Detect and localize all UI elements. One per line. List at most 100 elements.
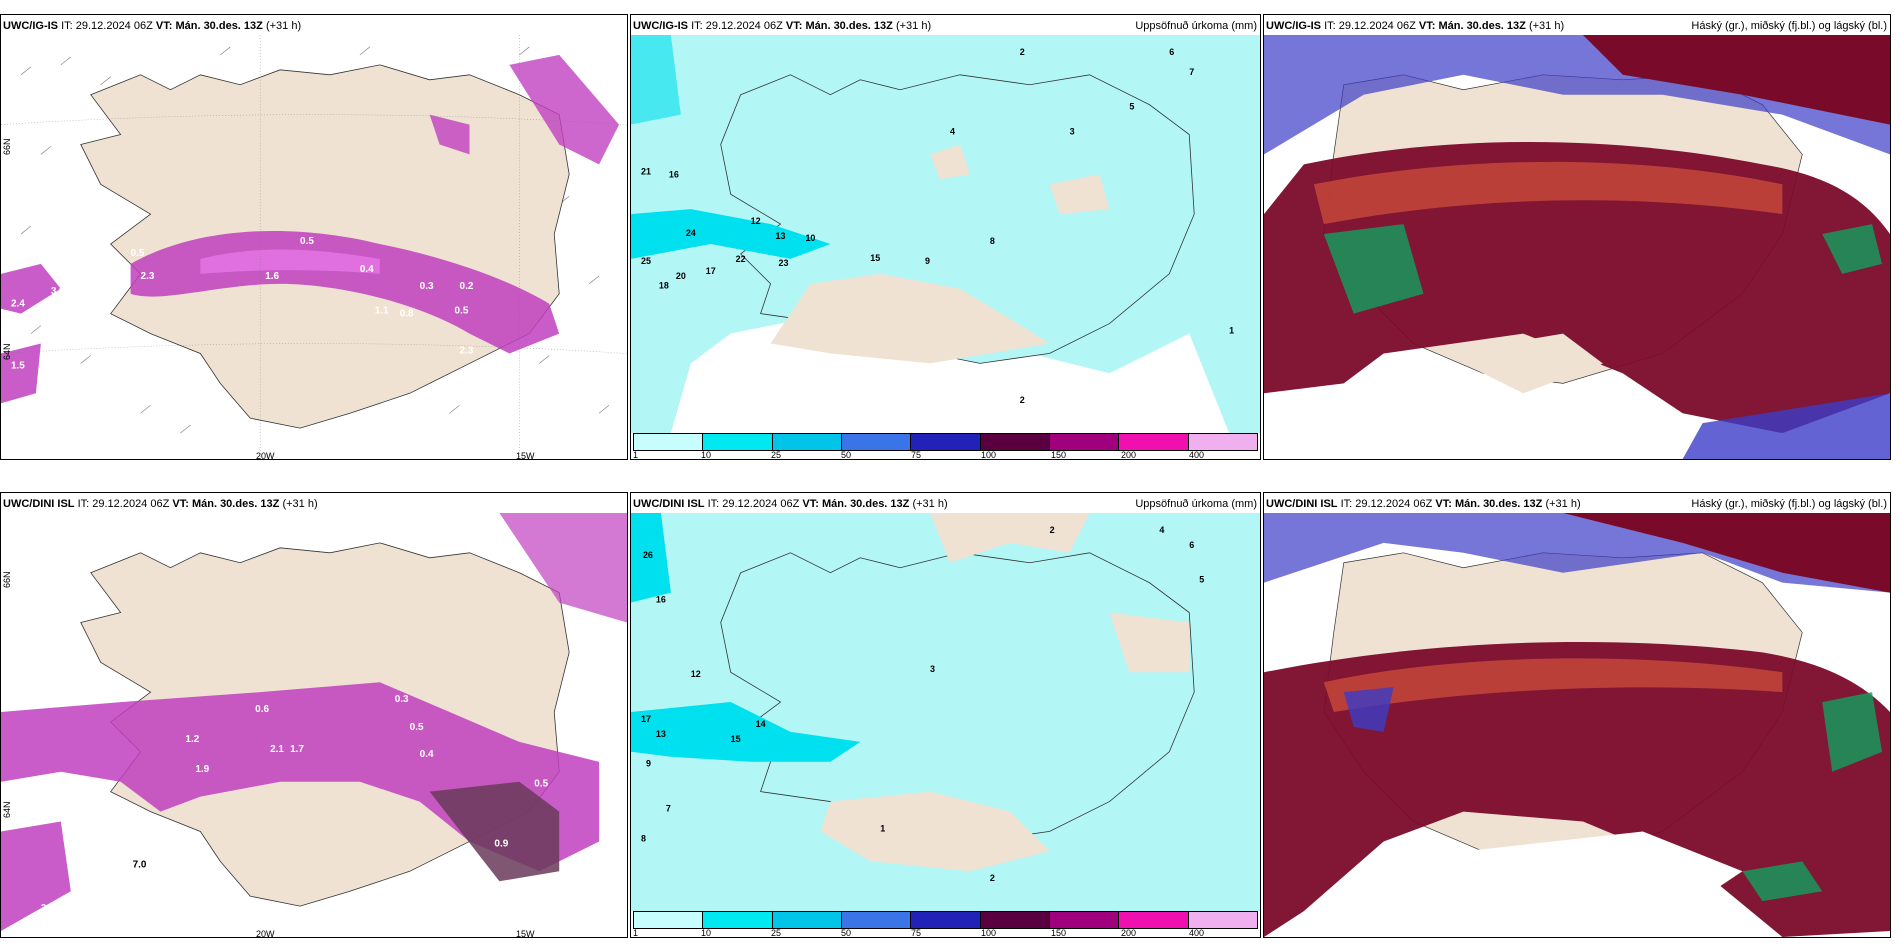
colorbar-label: 75 xyxy=(911,928,922,938)
colorbar-label: 75 xyxy=(911,450,922,460)
snow-value: 2.1 xyxy=(270,744,284,755)
colorbar-label: 10 xyxy=(701,450,712,460)
snow-value: 0.8 xyxy=(400,309,414,320)
colorbar-segment xyxy=(703,912,773,928)
colorbar-label: 200 xyxy=(1121,928,1137,938)
colorbar-segment xyxy=(911,434,981,450)
lon-label-20w: 20W xyxy=(256,929,275,938)
panel-header: UWC/IG-IS IT: 29.12.2024 06Z VT: Mán. 30… xyxy=(633,20,932,32)
precip-value: 6 xyxy=(1169,47,1174,57)
colorbar-segment xyxy=(841,912,912,928)
snow-value: 0.3 xyxy=(420,281,434,292)
panel-header: UWC/DINI ISL IT: 29.12.2024 06Z VT: Mán.… xyxy=(1266,498,1581,510)
colorbar-segment xyxy=(1119,434,1189,450)
precip-value: 12 xyxy=(691,669,701,679)
snow-value: 0.3 xyxy=(395,694,409,705)
precip-value: 3 xyxy=(930,664,935,674)
precip-value: 5 xyxy=(1199,575,1204,585)
precip-value: 4 xyxy=(950,127,955,137)
lon-label-20w: 20W xyxy=(256,451,275,460)
colorbar-label: 10 xyxy=(701,928,712,938)
precip-value: 13 xyxy=(776,231,786,241)
colorbar-segment xyxy=(1188,912,1257,928)
panel-precip-igis: UWC/IG-IS IT: 29.12.2024 06Z VT: Mán. 30… xyxy=(630,14,1261,460)
precip-value: 7 xyxy=(666,804,671,814)
snow-value: 1.1 xyxy=(375,306,389,317)
precip-map: 2 4 6 5 26 16 17 13 15 14 12 9 8 7 1 3 2 xyxy=(631,513,1260,911)
precip-value: 15 xyxy=(870,253,880,263)
precip-value: 2 xyxy=(1050,525,1055,535)
cloud-map xyxy=(1264,513,1890,937)
panel-right-title: Uppsöfnuð úrkoma (mm) xyxy=(1135,498,1257,510)
precip-value: 5 xyxy=(1129,102,1134,112)
colorbar-label: 150 xyxy=(1051,450,1067,460)
precip-value: 20 xyxy=(676,271,686,281)
snow-value: 0.2 xyxy=(460,281,474,292)
precip-value: 4 xyxy=(1159,525,1164,535)
cloud-map xyxy=(1264,35,1890,459)
colorbar-segment xyxy=(703,434,773,450)
precip-colorbar xyxy=(633,433,1258,451)
snow-value: 1.9 xyxy=(195,764,209,775)
snow-value: 3.9 xyxy=(51,286,65,297)
precip-value: 2 xyxy=(990,873,995,883)
snow-map: 2.3 1.6 0.4 0.3 0.2 0.5 1.1 0.8 1.3 2.3 … xyxy=(1,35,627,459)
colorbar-label: 400 xyxy=(1189,450,1205,460)
snow-value: 2.4 xyxy=(11,299,25,310)
snow-value: 1.3 xyxy=(484,370,498,381)
colorbar-segment xyxy=(1119,912,1189,928)
colorbar-segment xyxy=(911,912,981,928)
lat-label-66n: 66N xyxy=(2,571,12,588)
lat-label-64n: 64N xyxy=(2,801,12,818)
colorbar-label: 50 xyxy=(841,928,852,938)
colorbar-label: 200 xyxy=(1121,450,1137,460)
lon-label-15w: 15W xyxy=(516,451,535,460)
precip-value: 16 xyxy=(656,595,666,605)
snow-value: 0.5 xyxy=(410,722,424,733)
panel-right-title: Háský (gr.), miðský (fj.bl.) og lágský (… xyxy=(1691,20,1887,32)
colorbar-label: 25 xyxy=(771,928,782,938)
precip-value: 21 xyxy=(641,166,651,176)
snow-value: 1.6 xyxy=(265,271,279,282)
lat-label-66n: 66N xyxy=(2,138,12,155)
precip-value: 17 xyxy=(641,714,651,724)
precip-value: 26 xyxy=(643,550,653,560)
colorbar-segment xyxy=(1049,912,1120,928)
precip-value: 7 xyxy=(1189,67,1194,77)
snow-value: 2.3 xyxy=(141,271,155,282)
precip-value: 1 xyxy=(1229,326,1234,336)
snow-value: 0.5 xyxy=(131,248,145,259)
colorbar-label: 100 xyxy=(981,928,997,938)
precip-value: 23 xyxy=(779,258,789,268)
snow-value: 1.1 xyxy=(81,878,95,889)
colorbar-segment xyxy=(1049,434,1120,450)
precip-value: 3 xyxy=(1070,127,1075,137)
precip-value: 2 xyxy=(1020,395,1025,405)
colorbar-segment xyxy=(1188,434,1257,450)
panel-clouds-dini: UWC/DINI ISL IT: 29.12.2024 06Z VT: Mán.… xyxy=(1263,492,1891,938)
precip-value: 16 xyxy=(669,169,679,179)
panel-header: UWC/DINI ISL IT: 29.12.2024 06Z VT: Mán.… xyxy=(3,498,318,510)
snow-value: 0.5 xyxy=(300,236,314,247)
precip-value: 15 xyxy=(731,734,741,744)
precip-value: 1 xyxy=(880,823,885,833)
colorbar-segment xyxy=(634,912,704,928)
panel-snow-dini: UWC/DINI ISL IT: 29.12.2024 06Z VT: Mán.… xyxy=(0,492,628,938)
colorbar-segment xyxy=(772,912,842,928)
panel-precip-dini: UWC/DINI ISL IT: 29.12.2024 06Z VT: Mán.… xyxy=(630,492,1261,938)
precip-map: 21 16 24 25 18 20 17 22 23 13 10 15 12 9… xyxy=(631,35,1260,433)
colorbar-segment xyxy=(841,434,912,450)
snow-value: 3.6 xyxy=(41,903,55,914)
colorbar-segment xyxy=(634,434,704,450)
snow-value: 0.4 xyxy=(564,858,578,869)
precip-value: 14 xyxy=(756,719,766,729)
precip-value: 9 xyxy=(646,759,651,769)
precip-value: 24 xyxy=(686,228,696,238)
colorbar-label: 400 xyxy=(1189,928,1205,938)
precip-value: 17 xyxy=(706,266,716,276)
colorbar-label: 1 xyxy=(633,928,639,938)
colorbar-segment xyxy=(772,434,842,450)
colorbar-label: 150 xyxy=(1051,928,1067,938)
colorbar-segment xyxy=(980,434,1050,450)
panel-header: UWC/IG-IS IT: 29.12.2024 06Z VT: Mán. 30… xyxy=(1266,20,1565,32)
